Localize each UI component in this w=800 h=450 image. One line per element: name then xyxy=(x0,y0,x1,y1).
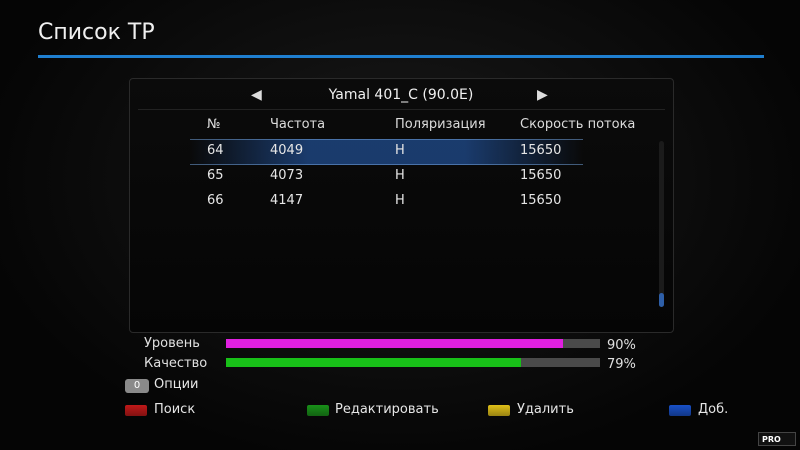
header-frequency: Частота xyxy=(270,117,326,132)
table-row[interactable]: 65 4073 H 15650 xyxy=(130,164,673,188)
options-key[interactable]: 0 xyxy=(125,379,149,393)
level-label: Уровень xyxy=(144,336,200,351)
quality-meter-fill xyxy=(226,358,522,367)
table-header: № Частота Поляризация Скорость потока xyxy=(130,117,673,137)
title-underline xyxy=(38,55,764,58)
header-symbol-rate: Скорость потока xyxy=(520,117,636,132)
cell-frequency: 4073 xyxy=(270,168,304,183)
arrow-right-icon[interactable]: ▶ xyxy=(537,87,548,103)
cell-symbol-rate: 15650 xyxy=(520,143,562,158)
satellite-name: Yamal 401_C (90.0E) xyxy=(328,87,474,103)
options-label: Опции xyxy=(154,377,199,392)
quality-label: Качество xyxy=(144,356,208,371)
cell-polarization: H xyxy=(395,193,405,208)
quality-meter xyxy=(226,358,600,367)
delete-label[interactable]: Удалить xyxy=(517,402,574,417)
divider xyxy=(138,109,665,110)
scrollbar[interactable] xyxy=(659,141,664,307)
cell-frequency: 4147 xyxy=(270,193,304,208)
table-row[interactable]: 64 4049 H 15650 xyxy=(130,139,673,165)
edit-label[interactable]: Редактировать xyxy=(335,402,439,417)
cell-number: 66 xyxy=(207,193,224,208)
cell-polarization: H xyxy=(395,168,405,183)
cell-symbol-rate: 15650 xyxy=(520,168,562,183)
cell-number: 64 xyxy=(207,143,224,158)
blue-key-icon[interactable] xyxy=(669,405,691,416)
satellite-selector[interactable]: ◀ Yamal 401_C (90.0E) ▶ xyxy=(130,85,673,109)
yellow-key-icon[interactable] xyxy=(488,405,510,416)
cell-number: 65 xyxy=(207,168,224,183)
header-number: № xyxy=(207,117,221,132)
cell-frequency: 4049 xyxy=(270,143,304,158)
red-key-icon[interactable] xyxy=(125,405,147,416)
logo: PRO xyxy=(758,432,796,446)
level-meter xyxy=(226,339,600,348)
cell-polarization: H xyxy=(395,143,405,158)
header-polarization: Поляризация xyxy=(395,117,486,132)
scrollbar-thumb[interactable] xyxy=(659,293,664,307)
search-label[interactable]: Поиск xyxy=(154,402,196,417)
green-key-icon[interactable] xyxy=(307,405,329,416)
level-meter-fill xyxy=(226,339,563,348)
quality-value: 79% xyxy=(607,357,636,372)
add-label[interactable]: Доб. xyxy=(698,402,729,417)
table-row[interactable]: 66 4147 H 15650 xyxy=(130,189,673,213)
arrow-left-icon[interactable]: ◀ xyxy=(251,87,262,103)
cell-symbol-rate: 15650 xyxy=(520,193,562,208)
page-title: Список ТР xyxy=(38,20,155,45)
transponder-panel: ◀ Yamal 401_C (90.0E) ▶ № Частота Поляри… xyxy=(129,78,674,333)
level-value: 90% xyxy=(607,338,636,353)
